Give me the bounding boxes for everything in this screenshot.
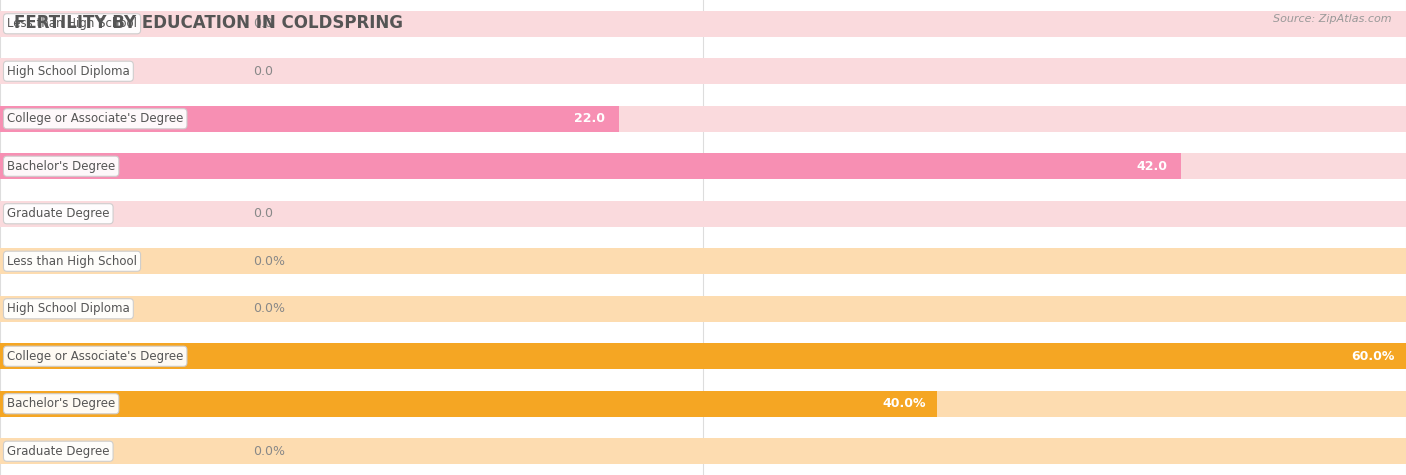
Text: Bachelor's Degree: Bachelor's Degree — [7, 160, 115, 173]
Text: College or Associate's Degree: College or Associate's Degree — [7, 350, 183, 363]
Bar — [0, 0, 1406, 48]
Text: High School Diploma: High School Diploma — [7, 65, 129, 78]
Bar — [0, 390, 1406, 417]
Bar — [0, 295, 1406, 322]
Bar — [0, 343, 1406, 370]
Bar — [0, 248, 1406, 275]
Bar — [0, 200, 1406, 227]
Bar — [0, 153, 1181, 180]
Text: Less than High School: Less than High School — [7, 255, 136, 268]
Text: 60.0%: 60.0% — [1351, 350, 1395, 363]
Text: 0.0: 0.0 — [253, 65, 273, 78]
Bar — [0, 285, 1406, 332]
Text: Graduate Degree: Graduate Degree — [7, 445, 110, 458]
Bar — [0, 438, 1406, 465]
Bar — [0, 428, 1406, 475]
Text: Bachelor's Degree: Bachelor's Degree — [7, 397, 115, 410]
Bar — [0, 190, 1406, 238]
Text: 22.0: 22.0 — [574, 112, 605, 125]
Bar — [0, 343, 1406, 370]
Bar — [0, 48, 1406, 95]
Bar — [0, 390, 938, 417]
Bar — [0, 153, 1406, 180]
Bar — [0, 142, 1406, 190]
Text: 40.0%: 40.0% — [882, 397, 925, 410]
Text: High School Diploma: High School Diploma — [7, 302, 129, 315]
Text: 0.0: 0.0 — [253, 17, 273, 30]
Text: Graduate Degree: Graduate Degree — [7, 207, 110, 220]
Bar — [0, 380, 1406, 428]
Text: College or Associate's Degree: College or Associate's Degree — [7, 112, 183, 125]
Text: 0.0%: 0.0% — [253, 302, 285, 315]
Bar — [0, 238, 1406, 285]
Bar — [0, 332, 1406, 380]
Text: Source: ZipAtlas.com: Source: ZipAtlas.com — [1274, 14, 1392, 24]
Bar — [0, 11, 1406, 37]
Text: 42.0: 42.0 — [1136, 160, 1167, 173]
Text: 0.0%: 0.0% — [253, 255, 285, 268]
Text: 0.0%: 0.0% — [253, 445, 285, 458]
Bar — [0, 95, 1406, 142]
Text: 0.0: 0.0 — [253, 207, 273, 220]
Bar — [0, 106, 619, 132]
Bar — [0, 58, 1406, 85]
Bar — [0, 106, 1406, 132]
Text: Less than High School: Less than High School — [7, 17, 136, 30]
Text: FERTILITY BY EDUCATION IN COLDSPRING: FERTILITY BY EDUCATION IN COLDSPRING — [14, 14, 404, 32]
